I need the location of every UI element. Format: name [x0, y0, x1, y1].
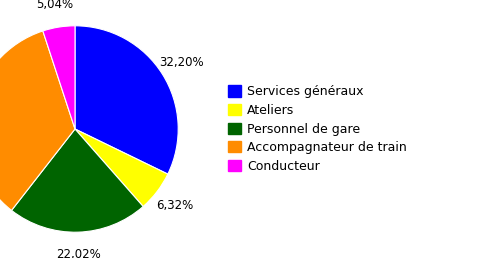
Legend: Services généraux, Ateliers, Personnel de gare, Accompagnateur de train, Conduct: Services généraux, Ateliers, Personnel d… [223, 80, 412, 178]
Text: 6,32%: 6,32% [156, 199, 194, 212]
Wedge shape [43, 26, 75, 129]
Text: 22,02%: 22,02% [56, 248, 101, 258]
Wedge shape [0, 31, 75, 210]
Wedge shape [75, 26, 178, 174]
Wedge shape [12, 129, 143, 232]
Wedge shape [75, 129, 168, 206]
Text: 5,04%: 5,04% [36, 0, 74, 11]
Text: 32,20%: 32,20% [160, 56, 204, 69]
